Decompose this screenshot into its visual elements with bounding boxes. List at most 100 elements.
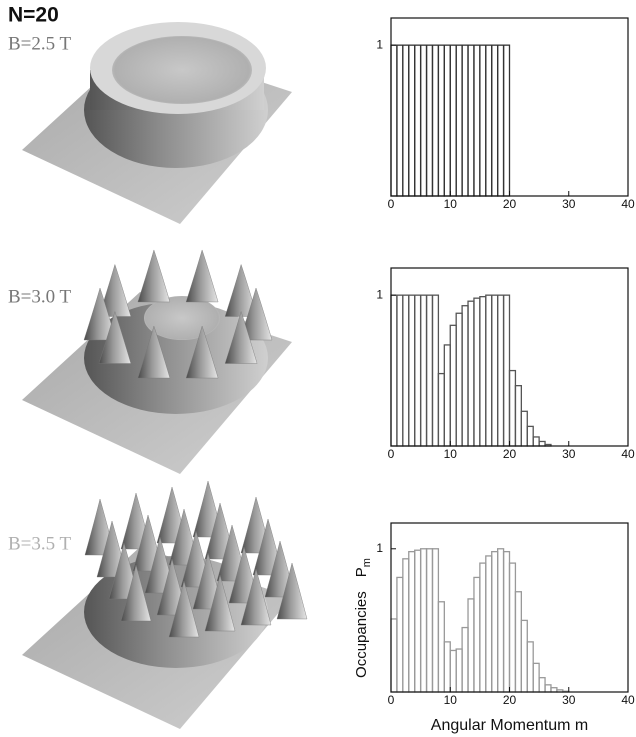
peak — [224, 310, 258, 364]
x-tick-label: 10 — [444, 693, 458, 707]
bar — [502, 44, 511, 197]
surface — [112, 36, 252, 104]
bar — [402, 44, 410, 197]
bar — [514, 385, 522, 447]
bar — [491, 44, 499, 197]
bar — [467, 44, 475, 197]
x-tick-label: 30 — [562, 693, 576, 707]
y-axis-label-part: P — [353, 567, 370, 577]
peak — [120, 564, 152, 622]
bar — [431, 548, 440, 693]
bar — [390, 294, 398, 447]
bar — [414, 44, 422, 197]
y-axis-label-part: m — [361, 558, 373, 567]
bar — [437, 601, 445, 693]
peak — [240, 568, 272, 626]
bar — [479, 44, 487, 197]
bar — [526, 425, 534, 447]
bar — [390, 618, 398, 693]
bar — [455, 312, 463, 447]
bar — [419, 294, 428, 447]
bar — [550, 687, 558, 693]
bar — [425, 548, 434, 693]
bar — [520, 410, 528, 447]
x-tick-label: 10 — [444, 447, 458, 461]
peak — [98, 310, 132, 364]
x-tick-label: 0 — [388, 197, 395, 211]
x-tick-label: 40 — [621, 197, 635, 211]
bar — [502, 550, 511, 693]
peak — [168, 580, 200, 638]
peak — [239, 287, 273, 341]
field-label: B=3.0 T — [8, 286, 72, 307]
bar — [467, 598, 475, 693]
bar — [520, 619, 528, 693]
bar — [461, 305, 469, 447]
peak — [185, 249, 219, 303]
bar — [514, 591, 522, 693]
bar — [532, 436, 540, 447]
bar — [425, 294, 434, 447]
bar — [443, 44, 451, 197]
x-tick-label: 20 — [503, 447, 517, 461]
bar — [449, 44, 457, 197]
bar — [431, 44, 440, 197]
bar — [402, 558, 410, 693]
bar — [396, 576, 404, 693]
bar — [508, 369, 517, 447]
bar — [532, 662, 540, 693]
bar — [402, 294, 410, 447]
x-tick-label: 10 — [444, 197, 458, 211]
bar — [443, 641, 451, 693]
bar — [443, 344, 451, 447]
bar — [544, 684, 552, 693]
x-tick-label: 40 — [621, 693, 635, 707]
surface-plots — [22, 22, 308, 729]
bar — [396, 44, 404, 197]
bar — [467, 300, 475, 447]
x-tick-label: 0 — [388, 693, 395, 707]
bar — [455, 44, 463, 197]
bar — [414, 294, 422, 447]
x-tick-label: 20 — [503, 693, 517, 707]
x-axis-label: Angular Momentum m — [431, 717, 588, 734]
peak — [137, 325, 171, 379]
bar — [414, 549, 422, 693]
y-axis-label: Occupancies Pm — [353, 558, 373, 678]
field-label: B=3.5 T — [8, 533, 72, 554]
bar — [473, 297, 481, 447]
bar — [449, 324, 457, 447]
bar — [491, 550, 499, 693]
peak — [185, 325, 219, 379]
bar — [473, 44, 481, 197]
field-label: B=2.5 T — [8, 33, 72, 54]
x-tick-label: 30 — [562, 197, 576, 211]
bar — [396, 294, 404, 447]
bar — [496, 294, 505, 447]
bar — [538, 440, 546, 447]
bar — [508, 562, 517, 693]
y-tick-label: 1 — [376, 37, 383, 51]
x-tick-label: 40 — [621, 447, 635, 461]
bar — [491, 294, 499, 447]
bar — [455, 648, 463, 693]
y-tick-label: 1 — [376, 541, 383, 555]
bar — [419, 548, 428, 693]
bar — [473, 576, 481, 693]
y-axis-label-part: Occupancies — [353, 591, 370, 678]
bar — [485, 44, 493, 197]
bar — [419, 44, 428, 197]
bar — [425, 44, 434, 197]
bar — [390, 44, 398, 197]
bar — [431, 294, 440, 447]
bar — [496, 44, 505, 197]
y-tick-label: 1 — [376, 287, 383, 301]
bar — [538, 677, 546, 693]
bar — [479, 296, 487, 447]
bar — [526, 641, 534, 693]
bar — [502, 294, 511, 447]
x-tick-label: 0 — [388, 447, 395, 461]
surface — [84, 302, 268, 414]
